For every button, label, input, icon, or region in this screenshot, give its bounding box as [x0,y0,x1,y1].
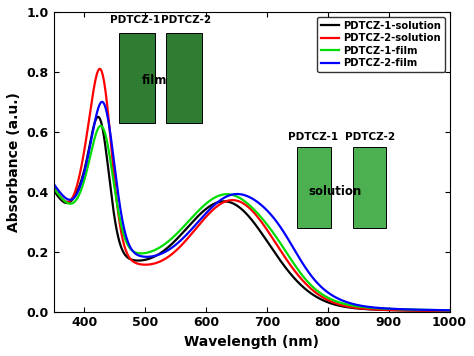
PDTCZ-1-film [233,194,239,198]
Line: PDTCZ-2-solution: PDTCZ-2-solution [54,69,449,311]
PDTCZ-2-film [363,304,368,309]
Line: PDTCZ-2-film: PDTCZ-2-film [54,102,449,310]
PDTCZ-2-solution [71,193,77,197]
PDTCZ-2-film [51,182,56,186]
PDTCZ-2-film [71,196,77,200]
PDTCZ-1-solution [95,115,101,119]
PDTCZ-2-solution [436,309,441,313]
PDTCZ-1-solution [244,211,249,216]
Bar [297,147,331,228]
PDTCZ-2-solution [97,67,102,71]
PDTCZ-1-film [244,200,249,205]
Text: PDTCZ-2: PDTCZ-2 [161,15,211,25]
Text: PDTCZ-1: PDTCZ-1 [288,132,338,142]
PDTCZ-2-film [435,308,441,312]
PDTCZ-1-film [363,305,368,309]
PDTCZ-1-solution [435,309,441,313]
PDTCZ-2-film [99,100,105,104]
X-axis label: Wavelength (nm): Wavelength (nm) [184,335,319,349]
PDTCZ-1-film [71,200,77,205]
PDTCZ-1-solution [71,195,77,200]
Bar [166,33,202,123]
Text: film: film [142,74,167,87]
PDTCZ-1-solution [436,309,441,313]
PDTCZ-2-solution [233,198,239,203]
PDTCZ-1-film [435,308,441,312]
PDTCZ-1-solution [233,203,239,207]
Legend: PDTCZ-1-solution, PDTCZ-2-solution, PDTCZ-1-film, PDTCZ-2-film: PDTCZ-1-solution, PDTCZ-2-solution, PDTC… [317,17,445,72]
PDTCZ-1-solution [51,188,56,192]
PDTCZ-2-film [244,194,249,198]
PDTCZ-2-film [233,192,239,196]
PDTCZ-1-film [51,186,56,190]
Bar [119,33,155,123]
PDTCZ-2-solution [51,185,56,189]
PDTCZ-2-solution [363,307,368,311]
PDTCZ-2-solution [244,203,249,208]
Text: PDTCZ-2: PDTCZ-2 [345,132,395,142]
Line: PDTCZ-1-solution: PDTCZ-1-solution [54,117,449,311]
PDTCZ-1-solution [363,307,368,311]
PDTCZ-1-film [98,124,104,128]
Text: solution: solution [308,185,361,198]
PDTCZ-1-film [447,308,452,313]
PDTCZ-2-solution [447,309,452,313]
PDTCZ-2-film [447,308,452,313]
PDTCZ-2-film [436,308,441,312]
Line: PDTCZ-1-film: PDTCZ-1-film [54,126,449,310]
Text: PDTCZ-1: PDTCZ-1 [109,15,160,25]
PDTCZ-1-solution [447,309,452,313]
Bar [353,147,386,228]
PDTCZ-2-solution [435,309,441,313]
Y-axis label: Absorbance (a.u.): Absorbance (a.u.) [7,92,21,232]
PDTCZ-1-film [436,308,441,312]
